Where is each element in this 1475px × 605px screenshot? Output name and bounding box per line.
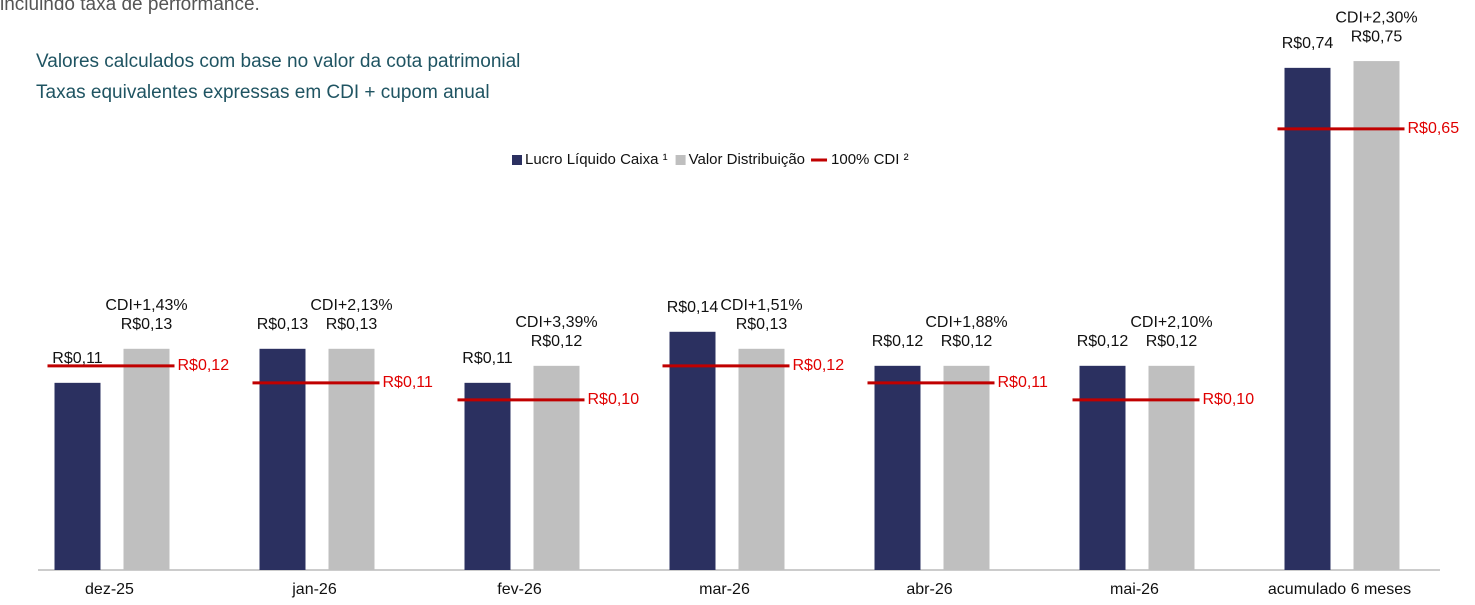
x-tick-label: mar-26 bbox=[699, 581, 750, 598]
cdi-label: R$0,10 bbox=[588, 391, 640, 408]
bar bbox=[874, 365, 921, 570]
value-label: R$0,13 bbox=[121, 316, 173, 333]
bar bbox=[669, 331, 716, 570]
cdi-label: R$0,10 bbox=[1203, 391, 1255, 408]
value-label: R$0,12 bbox=[1146, 333, 1198, 350]
legend-swatch bbox=[675, 155, 686, 165]
bar bbox=[54, 382, 101, 570]
legend-swatch bbox=[512, 155, 522, 165]
value-label: R$0,12 bbox=[941, 333, 993, 350]
value-label: R$0,12 bbox=[1077, 333, 1129, 350]
value-label: R$0,13 bbox=[736, 316, 788, 333]
spread-label: CDI+1,43% bbox=[105, 297, 187, 314]
cdi-label: R$0,11 bbox=[383, 374, 434, 391]
value-label: R$0,75 bbox=[1351, 28, 1403, 45]
cdi-label: R$0,12 bbox=[178, 357, 230, 374]
value-label: R$0,12 bbox=[531, 333, 583, 350]
spread-label: CDI+3,39% bbox=[515, 314, 597, 331]
x-tick-label: fev-26 bbox=[497, 581, 542, 598]
cdi-label: R$0,65 bbox=[1408, 120, 1460, 137]
legend-label: Lucro Líquido Caixa ¹ bbox=[525, 151, 668, 168]
x-tick-label: dez-25 bbox=[85, 581, 134, 598]
bar bbox=[464, 382, 511, 570]
value-label: R$0,12 bbox=[872, 333, 924, 350]
value-label: R$0,74 bbox=[1282, 35, 1334, 52]
bar bbox=[259, 348, 306, 570]
spread-label: CDI+2,10% bbox=[1130, 314, 1212, 331]
cdi-label: R$0,11 bbox=[998, 374, 1049, 391]
spread-label: CDI+2,30% bbox=[1335, 9, 1417, 26]
cdi-label: R$0,12 bbox=[793, 357, 845, 374]
bar bbox=[1148, 365, 1195, 570]
legend-label: 100% CDI ² bbox=[831, 151, 909, 168]
value-label: R$0,14 bbox=[667, 299, 719, 316]
bar bbox=[328, 348, 375, 570]
note: Valores calculados com base no valor da … bbox=[36, 51, 520, 72]
bar bbox=[1079, 365, 1126, 570]
bar bbox=[943, 365, 990, 570]
spread-label: CDI+1,88% bbox=[925, 314, 1007, 331]
bar bbox=[738, 348, 785, 570]
value-label: R$0,13 bbox=[257, 316, 309, 333]
bar bbox=[123, 348, 170, 570]
value-label: R$0,11 bbox=[462, 350, 513, 367]
header-text: incluindo taxa de performance. bbox=[0, 0, 260, 15]
spread-label: CDI+1,51% bbox=[720, 297, 802, 314]
x-tick-label: jan-26 bbox=[291, 581, 337, 598]
x-tick-label: acumulado 6 meses bbox=[1268, 581, 1411, 598]
note: Taxas equivalentes expressas em CDI + cu… bbox=[36, 82, 490, 103]
x-tick-label: abr-26 bbox=[906, 581, 952, 598]
bar bbox=[1353, 61, 1400, 570]
legend-label: Valor Distribuição bbox=[689, 151, 805, 168]
x-tick-label: mai-26 bbox=[1110, 581, 1159, 598]
bar bbox=[533, 365, 580, 570]
spread-label: CDI+2,13% bbox=[310, 297, 392, 314]
value-label: R$0,11 bbox=[52, 350, 103, 367]
value-label: R$0,13 bbox=[326, 316, 378, 333]
bar bbox=[1284, 67, 1331, 570]
